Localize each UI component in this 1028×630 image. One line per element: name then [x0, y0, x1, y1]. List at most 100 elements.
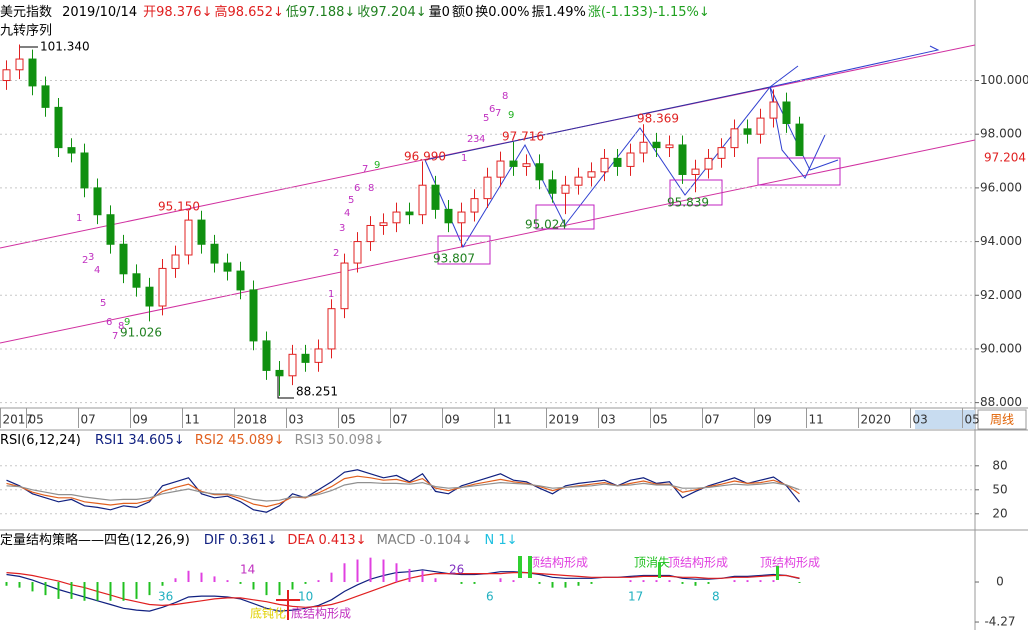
candle-body — [652, 141, 661, 149]
signal-marker — [776, 566, 779, 580]
header-item: 高98.652↓ — [214, 4, 283, 20]
annotation: 95.150 — [158, 200, 200, 214]
x-tick-label: 03 — [913, 413, 928, 427]
legend-name: RSI1 — [95, 433, 124, 448]
y-tick-label: 0 — [996, 575, 1004, 589]
line — [6, 475, 800, 508]
x-tick-label: 2018 — [237, 413, 268, 427]
y-tick-label: 20 — [992, 506, 1007, 520]
candle-body — [80, 152, 89, 189]
candle-body — [626, 152, 635, 167]
candle-body — [483, 176, 492, 200]
x-tick-label: 2020 — [861, 413, 892, 427]
candle-body — [782, 101, 791, 124]
legend-value: 45.089↓ — [228, 433, 284, 448]
legend-name: MACD — [377, 533, 416, 548]
indicator-label: 九转序列 — [0, 24, 52, 39]
candle-body — [158, 267, 167, 307]
annotation: 8 — [712, 590, 720, 604]
candle-body — [613, 157, 622, 167]
signal-marker — [528, 556, 532, 578]
candle-body — [288, 353, 297, 377]
y-tick-label: 90.000 — [980, 341, 1022, 355]
period-label[interactable]: 周线 — [990, 413, 1014, 427]
annotation: 顶消失 — [634, 555, 670, 570]
y-tick-label: -4.27 — [984, 615, 1015, 629]
candle-body — [340, 262, 349, 310]
annotation: 14 — [240, 563, 255, 577]
nine-turn-digit: 9 — [374, 160, 380, 171]
annotation: 26 — [449, 563, 464, 577]
line — [6, 481, 800, 502]
y-tick-label: 80 — [992, 458, 1007, 472]
candle-body — [379, 222, 388, 226]
nine-turn-digit: 1 — [328, 289, 334, 300]
candle-body — [54, 106, 63, 149]
nine-turn-digit: 5 — [100, 298, 106, 309]
candle-body — [41, 85, 50, 108]
header-item: 量0 — [429, 5, 450, 20]
wave-arrows — [424, 65, 799, 249]
nine-turn-digit: 6 — [106, 317, 112, 328]
x-tick-label: 05 — [341, 413, 356, 427]
candle-body — [366, 224, 375, 243]
nine-turn-digit: 9 — [508, 110, 514, 121]
annotation: 6 — [486, 590, 494, 604]
nine-turn-digit: 2 — [82, 255, 88, 266]
nine-turn-digit: 9 — [124, 317, 130, 328]
main-header: 美元指数 2019/10/14 开98.376↓ 高98.652↓ 低97.188↓ 收… — [0, 4, 710, 20]
nine-turn-digit: 1 — [76, 213, 82, 224]
candle-body — [444, 208, 453, 224]
candle-body — [405, 211, 414, 216]
candle-body — [639, 141, 648, 154]
candle-body — [574, 176, 583, 186]
macd-header: 定量结构策略——四色(12,26,9) DIF 0.361↓ DEA 0.413↓ MA… — [0, 532, 518, 548]
candle-body — [392, 211, 401, 224]
candle-body — [470, 198, 479, 213]
x-tick-label: 09 — [757, 413, 772, 427]
annotation: 101.340 — [40, 40, 90, 54]
signal-marker — [658, 562, 661, 578]
nine-turn-digit: 7 — [112, 331, 118, 342]
y-tick-label: 94.000 — [980, 234, 1022, 248]
annotation: 93.807 — [433, 252, 475, 266]
header-item: 振1.49% — [532, 5, 586, 20]
legend-name: RSI3 — [295, 433, 324, 448]
annotation: 96.990 — [404, 150, 446, 164]
y-tick-label: 92.000 — [980, 288, 1022, 302]
x-tick-label: 05 — [29, 413, 44, 427]
x-tick-label: 03 — [601, 413, 616, 427]
y-tick-label: 96.000 — [980, 180, 1022, 194]
nine-turn-digit: 3 — [88, 252, 94, 263]
annotation: 17 — [628, 590, 643, 604]
nine-turn-digit: 4 — [344, 208, 350, 219]
candle-body — [522, 163, 531, 167]
candle-body — [262, 340, 271, 371]
annotation: 10 — [298, 590, 313, 604]
candle-body — [730, 128, 739, 149]
candle-body — [743, 128, 752, 135]
x-tick-label: 03 — [289, 413, 304, 427]
candle-body — [275, 369, 284, 377]
candle-body — [795, 123, 804, 157]
nine-turn-digit: 6 — [354, 183, 360, 194]
candle-body — [223, 262, 232, 272]
last-price-label: 97.204 — [984, 151, 1026, 165]
candle-body — [691, 168, 700, 175]
candle-body — [600, 157, 609, 173]
x-tick-label: 07 — [705, 413, 720, 427]
annotation: 98.369 — [637, 112, 679, 126]
nine-turn-digit: 1 — [461, 153, 467, 164]
candle-body — [67, 147, 76, 154]
y-tick-label: 100.000 — [980, 73, 1028, 87]
nine-turn-digit: 4 — [479, 134, 485, 145]
candle-body — [665, 144, 674, 149]
annotation: 95.839 — [667, 196, 709, 210]
line — [6, 572, 800, 608]
nine-turn-digit: 5 — [483, 113, 489, 124]
macd-extra: N 1↓ — [485, 533, 518, 548]
candle-body — [132, 273, 141, 288]
trend-arrow — [769, 45, 940, 88]
